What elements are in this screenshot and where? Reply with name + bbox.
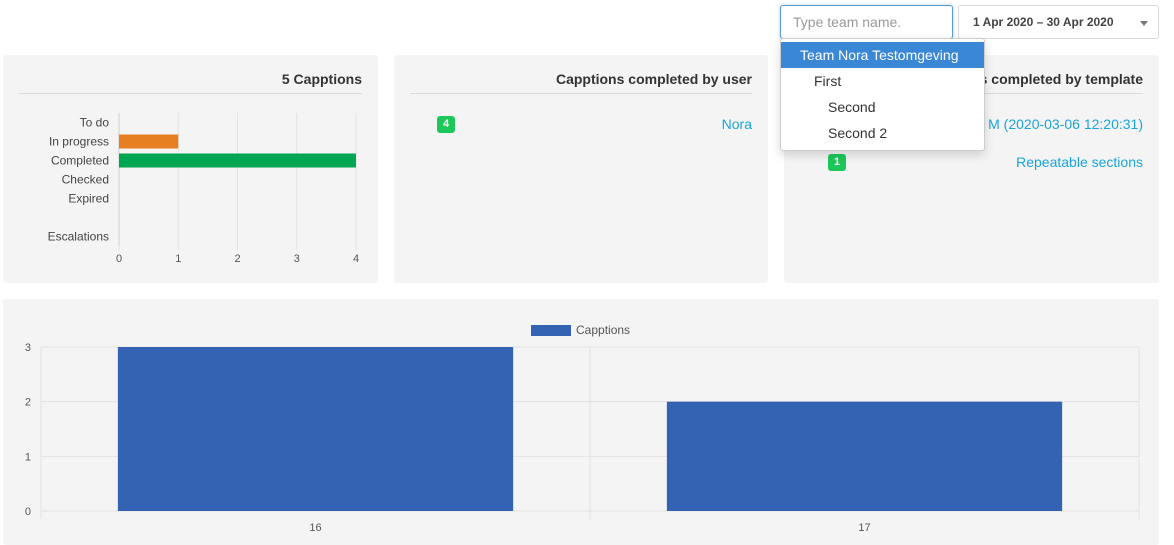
x-tick-label: 0 — [116, 253, 122, 265]
team-option-label: First — [814, 73, 842, 89]
category-label: In progress — [49, 135, 109, 149]
user-panel: Capptions completed by user 4 Nora — [394, 55, 768, 283]
date-range-value: 1 Apr 2020 – 30 Apr 2020 — [973, 15, 1114, 29]
x-tick-label: 16 — [309, 522, 321, 534]
bar — [119, 134, 179, 149]
x-tick-label: 3 — [294, 253, 300, 265]
template-panel-title: s completed by template — [979, 71, 1143, 87]
team-option-label: Team Nora Testomgeving — [800, 47, 959, 63]
x-tick-label: 1 — [175, 253, 181, 265]
template-count-badge: 1 — [828, 154, 847, 171]
status-bar-chart: 0 1 2 3 4 To do In progress Completed Checked Exp… — [48, 113, 359, 265]
team-option-nora-testomgeving[interactable]: Team Nora Testomgeving — [781, 42, 984, 68]
bar — [119, 153, 356, 168]
category-label: Checked — [62, 173, 109, 187]
x-tick-label: 2 — [234, 253, 240, 265]
category-label: Completed — [51, 154, 109, 168]
y-tick-label: 3 — [25, 342, 31, 354]
template-link-first[interactable]: M (2020-03-06 12:20:31) — [988, 116, 1143, 132]
x-tick-label: 4 — [353, 253, 359, 265]
legend-label: Capptions — [576, 323, 630, 337]
y-tick-label: 1 — [25, 451, 31, 463]
legend-swatch — [531, 325, 571, 336]
template-link-repeatable-sections[interactable]: Repeatable sections — [1016, 154, 1143, 170]
user-link-nora[interactable]: Nora — [721, 116, 752, 132]
team-option-first[interactable]: First — [781, 68, 984, 94]
team-option-second[interactable]: Second — [781, 94, 984, 120]
team-dropdown: Team Nora Testomgeving First Second Seco… — [780, 38, 985, 151]
divider — [19, 93, 362, 94]
weekly-bar-chart: Capptions 0 1 2 3 16 17 — [25, 323, 1140, 534]
status-panel: 5 Capptions 0 1 2 3 4 To do In progress Complet… — [3, 55, 378, 283]
bar — [117, 347, 514, 511]
bar — [666, 401, 1063, 511]
caret-down-icon — [1140, 21, 1148, 26]
user-panel-title: Capptions completed by user — [555, 71, 752, 87]
x-tick-label: 17 — [858, 522, 870, 534]
y-tick-label: 2 — [25, 397, 31, 409]
y-tick-label: 0 — [25, 506, 31, 518]
status-panel-title: 5 Capptions — [281, 71, 362, 87]
category-label: Escalations — [48, 230, 109, 244]
date-range-select[interactable]: 1 Apr 2020 – 30 Apr 2020 — [958, 5, 1159, 39]
weekly-chart-panel: Capptions 0 1 2 3 16 17 — [3, 299, 1159, 545]
team-option-label: Second — [828, 99, 876, 115]
divider — [410, 93, 752, 94]
user-count-badge: 4 — [437, 116, 456, 133]
team-search-input[interactable] — [780, 5, 953, 39]
team-option-label: Second 2 — [828, 125, 888, 141]
category-label: Expired — [68, 192, 109, 206]
category-label: To do — [80, 116, 110, 130]
team-option-second-2[interactable]: Second 2 — [781, 120, 984, 146]
